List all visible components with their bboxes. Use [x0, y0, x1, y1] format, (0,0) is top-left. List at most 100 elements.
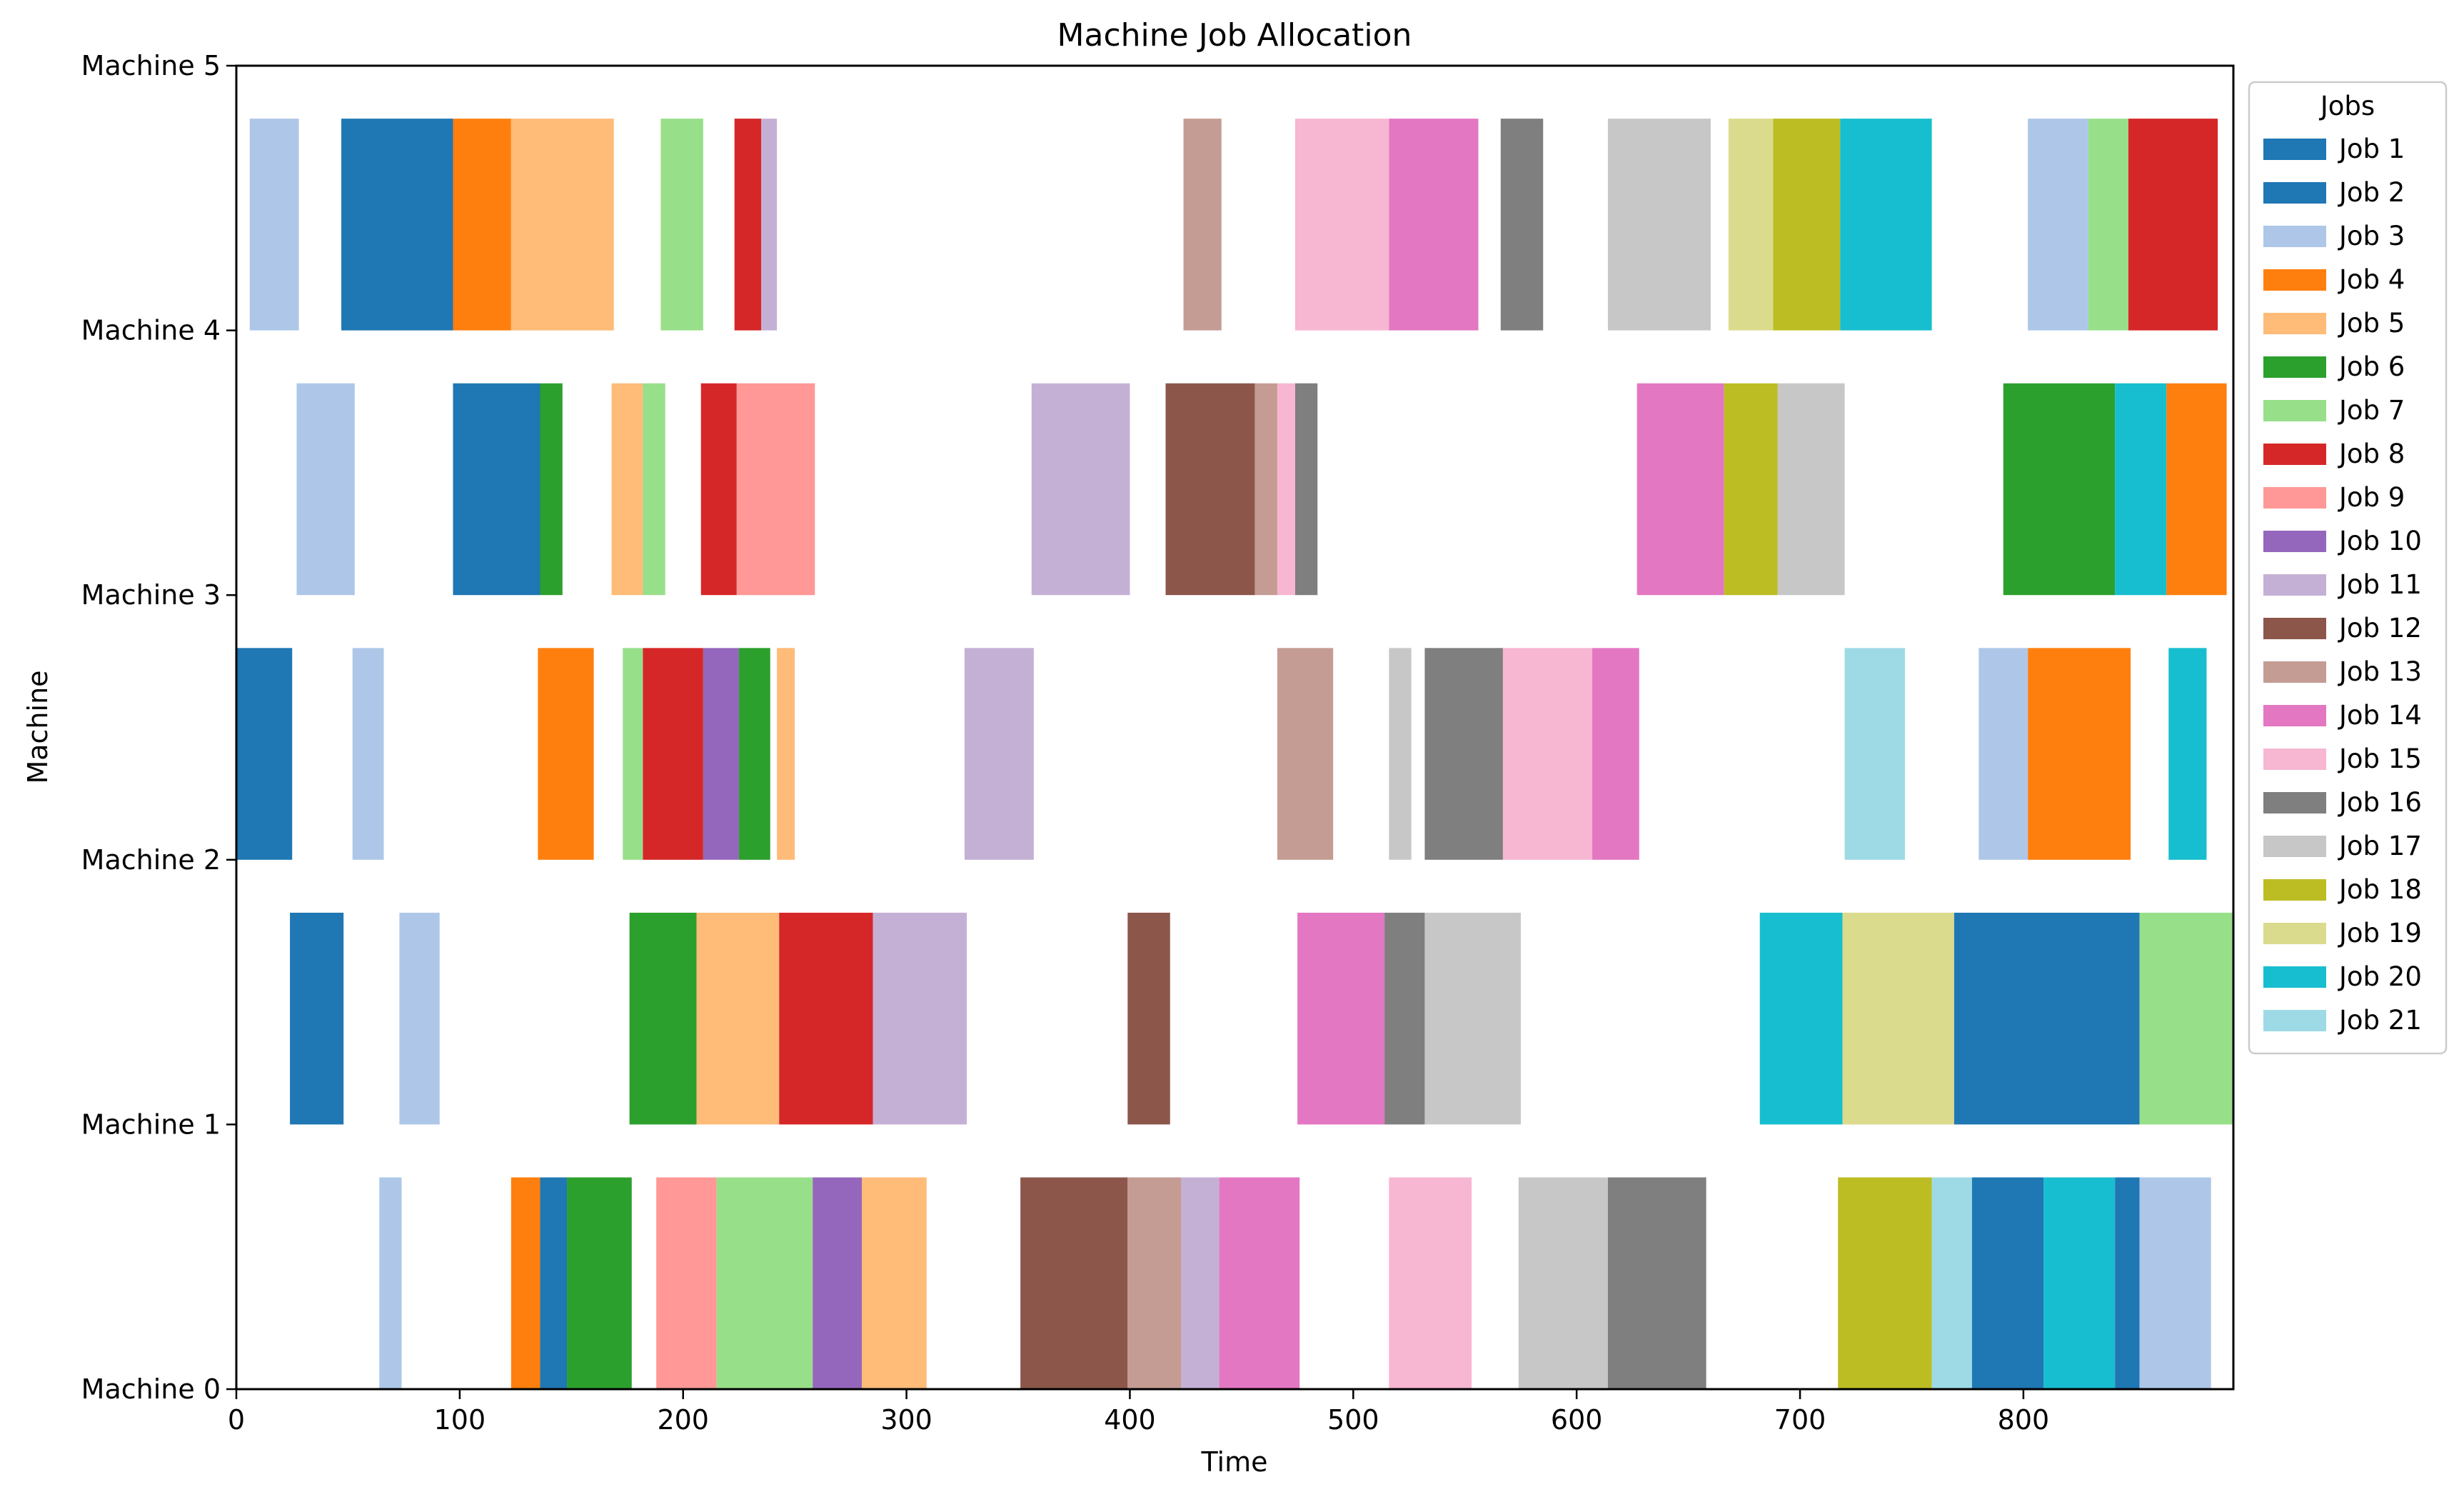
- task-bar: [1294, 383, 1318, 596]
- x-tick-label: 100: [434, 1404, 486, 1436]
- legend-entry-label: Job 2: [2338, 177, 2405, 208]
- legend-swatch: [2263, 400, 2326, 421]
- task-bar: [777, 648, 795, 860]
- task-bar: [567, 1177, 632, 1389]
- legend-entry-label: Job 20: [2338, 961, 2422, 992]
- task-bar: [696, 912, 780, 1125]
- task-bar: [703, 648, 739, 860]
- task-bar: [2043, 1177, 2116, 1389]
- task-bar: [1724, 383, 1778, 596]
- task-bar: [643, 383, 665, 596]
- task-bar: [734, 119, 762, 331]
- task-bar: [1728, 119, 1774, 331]
- task-bar: [761, 119, 778, 331]
- task-bar: [1389, 119, 1479, 331]
- legend: Jobs Job 1 Job 2 Job 3 Job 4 Job 5 Job 6 Job 7…: [2248, 81, 2448, 1055]
- legend-entry-label: Job 8: [2338, 439, 2405, 469]
- task-bar: [1297, 912, 1385, 1125]
- task-bar: [1607, 119, 1711, 331]
- task-bar: [511, 1177, 540, 1389]
- y-tick-label: Machine 2: [81, 844, 221, 876]
- legend-swatch: [2263, 705, 2326, 726]
- legend-entry-label: Job 18: [2338, 874, 2422, 905]
- legend-swatch: [2263, 923, 2326, 944]
- task-bar: [538, 648, 594, 860]
- task-bar: [1389, 1177, 1472, 1389]
- legend-entry-label: Job 9: [2338, 482, 2405, 513]
- legend-swatch: [2263, 748, 2326, 770]
- task-bar: [873, 912, 967, 1125]
- task-bar: [290, 912, 344, 1125]
- legend-swatch: [2263, 966, 2326, 988]
- legend-entry-label: Job 7: [2338, 395, 2405, 426]
- task-bar: [2028, 119, 2088, 331]
- legend-entry-label: Job 4: [2338, 264, 2405, 295]
- task-bar: [399, 912, 440, 1125]
- legend-entry-label: Job 1: [2338, 134, 2405, 164]
- x-tick-label: 300: [880, 1404, 932, 1436]
- legend-title: Jobs: [2319, 91, 2375, 121]
- legend-entry-label: Job 17: [2338, 831, 2422, 861]
- task-bar: [1277, 383, 1295, 596]
- task-bar: [813, 1177, 863, 1389]
- legend-swatch: [2263, 661, 2326, 683]
- legend-swatch: [2263, 836, 2326, 857]
- task-bar: [1502, 648, 1593, 860]
- legend-swatch: [2263, 226, 2326, 247]
- task-bar: [611, 383, 643, 596]
- plot-frame: [235, 64, 2235, 1391]
- task-bar: [643, 648, 703, 860]
- task-bar: [296, 383, 355, 596]
- legend-swatch: [2263, 792, 2326, 813]
- task-bar: [660, 119, 703, 331]
- task-bar: [1294, 119, 1389, 331]
- task-bar: [1842, 912, 1954, 1125]
- task-bar: [1844, 648, 1906, 860]
- task-bar: [862, 1177, 927, 1389]
- task-bar: [2115, 383, 2167, 596]
- x-ticks: 0 100 200 300 400 500 600 700 800: [228, 1389, 2049, 1436]
- bars-layer: [236, 119, 2233, 1389]
- legend-entry-label: Job 5: [2338, 308, 2405, 339]
- task-bar: [1838, 1177, 1932, 1389]
- task-bar: [1127, 912, 1170, 1125]
- legend-swatch: [2263, 269, 2326, 291]
- task-bar: [2166, 383, 2227, 596]
- task-bar: [700, 383, 737, 596]
- task-bar: [453, 119, 511, 331]
- task-bar: [2003, 383, 2116, 596]
- legend-swatch: [2263, 444, 2326, 465]
- task-bar: [1518, 1177, 1608, 1389]
- y-axis-label: Machine: [22, 670, 54, 783]
- x-tick-label: 500: [1327, 1404, 1379, 1436]
- y-tick-label: Machine 3: [81, 579, 221, 611]
- task-bar: [341, 119, 453, 331]
- task-bar: [656, 1177, 717, 1389]
- task-bar: [716, 1177, 813, 1389]
- task-bar: [1181, 1177, 1220, 1389]
- task-bar: [623, 648, 643, 860]
- task-bar: [1424, 912, 1521, 1125]
- task-bar: [1424, 648, 1503, 860]
- legend-entry-label: Job 19: [2338, 918, 2422, 948]
- legend-entry-label: Job 6: [2338, 351, 2405, 382]
- task-bar: [629, 912, 697, 1125]
- task-bar: [352, 648, 384, 860]
- task-bar: [379, 1177, 402, 1389]
- task-bar: [1389, 648, 1412, 860]
- task-bar: [1607, 1177, 1706, 1389]
- legend-swatch: [2263, 487, 2326, 509]
- legend-swatch: [2263, 313, 2326, 334]
- legend-items: Job 1 Job 2 Job 3 Job 4 Job 5 Job 6 Job 7 Job 8…: [2263, 134, 2422, 1036]
- chart-title: Machine Job Allocation: [1057, 17, 1412, 54]
- task-bar: [249, 119, 299, 331]
- legend-entry-label: Job 12: [2338, 613, 2422, 644]
- legend-swatch: [2263, 182, 2326, 204]
- x-tick-label: 700: [1774, 1404, 1826, 1436]
- task-bar: [1971, 1177, 2044, 1389]
- task-bar: [2115, 1177, 2140, 1389]
- task-bar: [1592, 648, 1639, 860]
- x-tick-label: 0: [228, 1404, 245, 1436]
- y-tick-label: Machine 0: [81, 1373, 221, 1405]
